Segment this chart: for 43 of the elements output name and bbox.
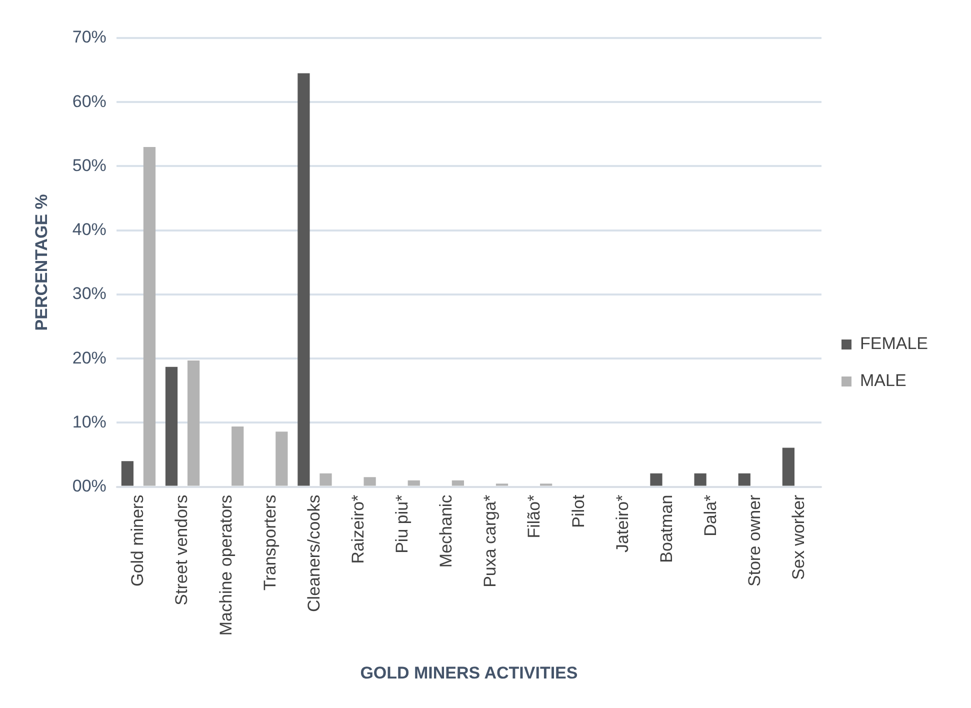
y-tick-label: 30% bbox=[72, 284, 106, 304]
y-axis-title: PERCENTAGE % bbox=[32, 194, 51, 331]
bar bbox=[694, 473, 706, 486]
y-tick-label: 60% bbox=[72, 92, 106, 111]
x-tick-label: Raizeiro* bbox=[348, 494, 368, 564]
x-tick-label: Jateiro* bbox=[612, 494, 632, 552]
x-tick-label: Piu piu* bbox=[392, 494, 412, 554]
x-tick-label: Transporters bbox=[260, 494, 280, 591]
bar bbox=[320, 473, 332, 486]
bar bbox=[276, 432, 288, 486]
y-tick-label: 40% bbox=[72, 220, 106, 240]
bar bbox=[143, 146, 156, 486]
x-tick-label: Puxa carga* bbox=[480, 494, 500, 588]
bar bbox=[452, 480, 464, 486]
bar bbox=[650, 473, 662, 486]
y-tick-label: 20% bbox=[72, 348, 106, 368]
x-tick-label: Gold miners bbox=[128, 494, 148, 586]
x-tick-label: Boatman bbox=[656, 494, 676, 563]
bar bbox=[298, 73, 310, 486]
x-tick-label: Sex worker bbox=[789, 494, 808, 580]
legend-label: FEMALE bbox=[860, 334, 928, 354]
x-tick-label: Filão* bbox=[524, 494, 544, 538]
bar bbox=[782, 448, 794, 486]
y-tick-label: 50% bbox=[72, 156, 106, 175]
bar bbox=[738, 473, 750, 486]
y-tick-label: 10% bbox=[72, 412, 106, 432]
y-tick-label: 00% bbox=[72, 476, 106, 496]
x-tick-label: Machine operators bbox=[216, 494, 236, 636]
x-axis-title: GOLD MINERS ACTIVITIES bbox=[360, 663, 578, 682]
bar bbox=[364, 477, 376, 486]
x-tick-label: Dala* bbox=[701, 494, 720, 536]
legend-label: MALE bbox=[860, 371, 906, 390]
bar bbox=[121, 461, 134, 486]
x-tick-label: Store owner bbox=[745, 494, 764, 586]
x-tick-label: Pilot bbox=[568, 494, 588, 528]
y-tick-label: 70% bbox=[72, 28, 106, 47]
bar bbox=[232, 426, 244, 486]
bar bbox=[165, 366, 178, 486]
x-tick-label: Cleaners/cooks bbox=[304, 494, 324, 612]
bar bbox=[187, 360, 200, 486]
bar bbox=[408, 480, 420, 486]
x-tick-label: Street vendors bbox=[172, 494, 192, 606]
x-tick-label: Mechanic bbox=[436, 494, 456, 568]
